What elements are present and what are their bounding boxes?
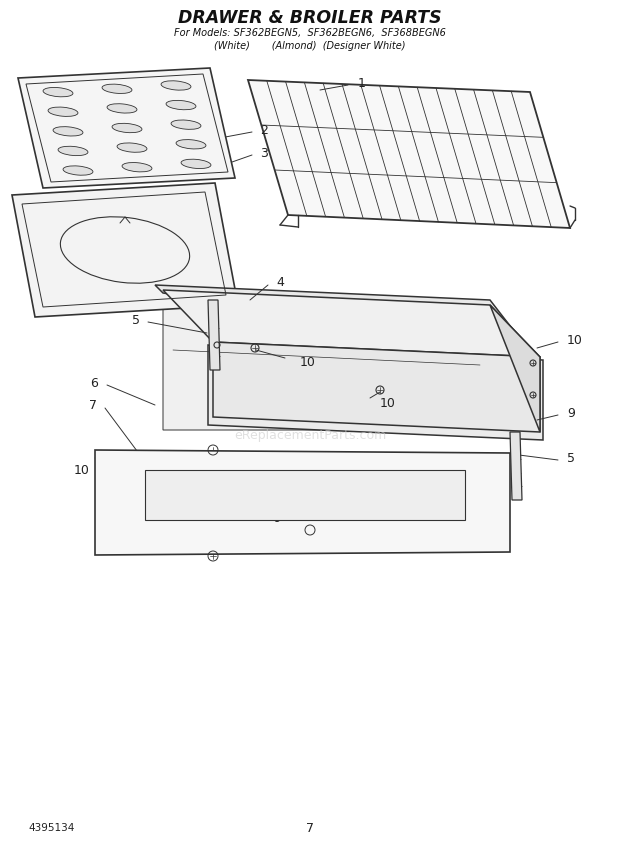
Text: 4: 4	[276, 276, 284, 288]
Text: 7: 7	[306, 822, 314, 835]
Polygon shape	[208, 345, 543, 440]
Polygon shape	[12, 183, 238, 317]
Text: 10: 10	[380, 396, 396, 409]
Polygon shape	[18, 68, 235, 188]
Ellipse shape	[176, 140, 206, 149]
Polygon shape	[248, 80, 570, 228]
Ellipse shape	[53, 127, 83, 136]
Ellipse shape	[107, 104, 137, 113]
Ellipse shape	[43, 87, 73, 97]
Polygon shape	[490, 305, 540, 432]
Text: 10: 10	[300, 355, 316, 368]
Text: 5: 5	[567, 451, 575, 465]
Ellipse shape	[166, 100, 196, 110]
Text: 9: 9	[567, 407, 575, 419]
Text: 2: 2	[260, 123, 268, 136]
Text: 10: 10	[74, 463, 90, 477]
Polygon shape	[208, 300, 220, 370]
Polygon shape	[155, 285, 531, 353]
Polygon shape	[163, 293, 481, 430]
Text: 10: 10	[567, 334, 583, 347]
Text: 1: 1	[358, 76, 366, 90]
Ellipse shape	[171, 120, 201, 129]
Text: 5: 5	[132, 313, 140, 326]
Polygon shape	[95, 450, 510, 555]
Polygon shape	[213, 342, 540, 432]
Ellipse shape	[161, 80, 191, 90]
Text: 3: 3	[260, 146, 268, 159]
Ellipse shape	[117, 143, 147, 152]
Ellipse shape	[122, 163, 152, 172]
Text: DRAWER & BROILER PARTS: DRAWER & BROILER PARTS	[178, 9, 442, 27]
Text: 6: 6	[272, 512, 280, 525]
Text: 6: 6	[90, 377, 98, 389]
Text: (White)       (Almond)  (Designer White): (White) (Almond) (Designer White)	[215, 41, 405, 51]
Ellipse shape	[63, 166, 93, 175]
Ellipse shape	[102, 84, 132, 93]
Text: For Models: SF362BEGN5,  SF362BEGN6,  SF368BEGN6: For Models: SF362BEGN5, SF362BEGN6, SF36…	[174, 28, 446, 38]
Ellipse shape	[48, 107, 78, 116]
Polygon shape	[163, 290, 540, 357]
Ellipse shape	[181, 159, 211, 169]
Polygon shape	[510, 432, 522, 500]
Ellipse shape	[58, 146, 88, 156]
Text: 7: 7	[89, 399, 97, 412]
Ellipse shape	[112, 123, 142, 133]
Polygon shape	[145, 470, 465, 520]
Text: eReplacementParts.com: eReplacementParts.com	[234, 429, 386, 442]
Text: 4395134: 4395134	[28, 823, 74, 833]
